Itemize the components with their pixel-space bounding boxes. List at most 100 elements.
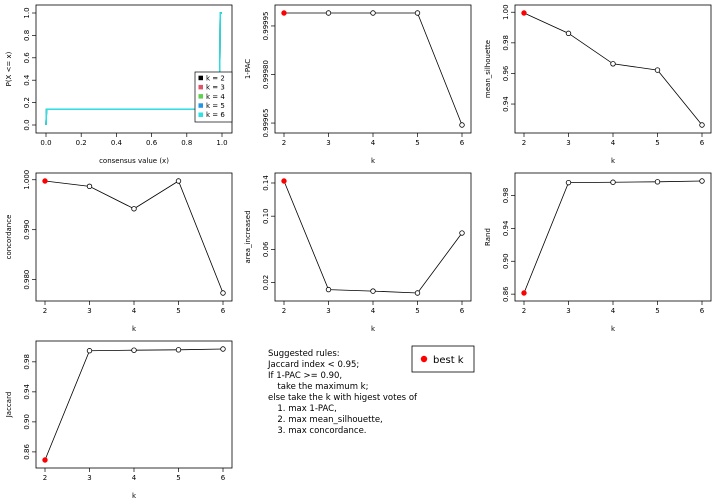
y-tick-label: 0.99995 <box>262 11 270 40</box>
x-tick-label: 0.8 <box>181 139 192 147</box>
y-tick-label: 0.02 <box>262 275 270 291</box>
best-k-point <box>281 10 287 16</box>
data-point <box>414 10 421 16</box>
x-axis-label: k <box>132 325 137 333</box>
y-axis-label: Jaccard <box>5 392 13 419</box>
y-axis-label: concordance <box>5 215 13 260</box>
x-axis-label: k <box>371 157 376 165</box>
data-point <box>610 179 616 185</box>
legend-label: k = 5 <box>206 102 225 110</box>
data-point <box>459 122 465 128</box>
x-tick-label: 4 <box>132 307 137 315</box>
x-tick-label: 4 <box>371 307 376 315</box>
y-tick-label: 0.4 <box>23 74 31 86</box>
metric-panel: 2 3 4 5 6 0.02 0.06 0.10 0.14 k area_increased <box>244 172 472 333</box>
suggested-rules: Suggested rules: Jaccard index < 0.95; I… <box>267 349 418 436</box>
data-point <box>220 346 226 352</box>
legend-swatch <box>198 84 203 90</box>
x-tick-label: 5 <box>415 307 419 315</box>
rules-line: 3. max concordance. <box>272 426 367 436</box>
metric-panel: 2 3 4 5 6 0.980 0.990 1.000 k concordance <box>5 170 233 333</box>
y-tick-label: 0.06 <box>262 241 270 257</box>
data-point <box>565 30 572 37</box>
metric-line <box>523 180 703 294</box>
plot-frame <box>514 172 712 302</box>
x-tick-label: 3 <box>326 139 330 147</box>
plot-panels: 0.0 0.2 0.4 0.6 0.8 1.0 0.0 0.2 0.4 0.6 0.8 1.0 cons… <box>5 4 712 500</box>
x-tick-label: 5 <box>655 307 659 315</box>
y-tick-label: 0.96 <box>502 65 510 81</box>
rules-line: 2. max mean_silhouette, <box>272 415 383 425</box>
y-tick-label: 0.99965 <box>262 109 270 138</box>
x-tick-label: 6 <box>460 139 465 147</box>
y-tick-label: 0.990 <box>23 220 31 240</box>
x-tick-label: 0.2 <box>76 139 87 147</box>
rules-line: Suggested rules: <box>268 349 340 359</box>
ecdf-panel: 0.0 0.2 0.4 0.6 0.8 1.0 0.0 0.2 0.4 0.6 0.8 1.0 cons… <box>5 4 233 165</box>
plot-frame <box>514 4 712 134</box>
data-point <box>699 178 705 184</box>
data-point <box>175 347 182 353</box>
data-point <box>610 61 616 67</box>
metric-panel: 2 3 4 5 6 0.99965 0.99980 0.99995 k 1-PAC <box>244 4 472 165</box>
legend-swatch <box>198 94 203 99</box>
x-tick-label: 4 <box>611 139 616 147</box>
y-tick-label: 0.6 <box>23 52 31 64</box>
x-tick-label: 5 <box>415 139 419 147</box>
y-tick-label: 0.86 <box>502 286 510 302</box>
y-tick-label: 0.980 <box>23 270 31 290</box>
data-point <box>325 10 332 16</box>
rules-line: else take the k with higest votes of <box>268 393 418 403</box>
y-tick-label: 0.0 <box>23 119 31 130</box>
x-axis-label: k <box>611 157 616 165</box>
plot-frame <box>274 172 472 302</box>
x-tick-label: 4 <box>371 139 376 147</box>
legend-swatch <box>198 112 203 117</box>
x-tick-label: 3 <box>87 474 91 482</box>
best-k-legend: best k <box>411 345 475 373</box>
legend-label: k = 2 <box>206 74 225 82</box>
x-tick-label: 5 <box>655 139 659 147</box>
x-tick-label: 2 <box>282 139 286 147</box>
y-tick-label: 0.98 <box>502 35 510 51</box>
metric-panel: 2 3 4 5 6 0.86 0.90 0.94 0.98 k Jaccard <box>5 340 233 500</box>
data-point <box>654 179 661 185</box>
y-tick-label: 1.0 <box>23 7 31 18</box>
metric-panel: 2 3 4 5 6 0.86 0.90 0.94 0.98 k Rand <box>484 172 712 333</box>
y-tick-label: 0.8 <box>23 30 31 41</box>
y-axis-label: Rand <box>484 228 492 246</box>
best-k-point <box>42 178 48 184</box>
x-tick-label: 2 <box>43 307 47 315</box>
y-tick-label: 0.2 <box>23 97 31 108</box>
best-k-point <box>521 10 527 16</box>
x-tick-label: 5 <box>176 307 180 315</box>
data-point <box>86 183 93 190</box>
data-point <box>86 348 93 354</box>
legend-label: k = 4 <box>206 93 225 101</box>
y-tick-label: 1.00 <box>502 4 510 20</box>
x-tick-label: 4 <box>132 474 137 482</box>
data-point <box>175 178 182 184</box>
y-tick-label: 0.90 <box>23 414 31 430</box>
plot-frame <box>35 4 233 134</box>
legend-label: k = 3 <box>206 84 225 92</box>
y-tick-label: 0.86 <box>23 444 31 460</box>
data-point <box>699 122 705 128</box>
metric-line <box>283 180 463 294</box>
data-point <box>131 206 137 212</box>
x-tick-label: 5 <box>176 474 180 482</box>
metric-line <box>44 348 224 461</box>
y-tick-label: 0.94 <box>502 96 510 112</box>
x-tick-label: 6 <box>460 307 465 315</box>
data-point <box>370 288 376 294</box>
rules-line: take the maximum k; <box>272 382 368 392</box>
rules-line: Jaccard index < 0.95; <box>267 360 359 370</box>
metric-line <box>44 180 224 294</box>
x-tick-label: 6 <box>221 474 226 482</box>
y-axis-label: P(X <= x) <box>5 51 13 86</box>
legend-swatch <box>198 75 203 81</box>
y-tick-label: 0.10 <box>262 208 270 224</box>
x-tick-label: 2 <box>43 474 47 482</box>
x-tick-label: 3 <box>326 307 330 315</box>
